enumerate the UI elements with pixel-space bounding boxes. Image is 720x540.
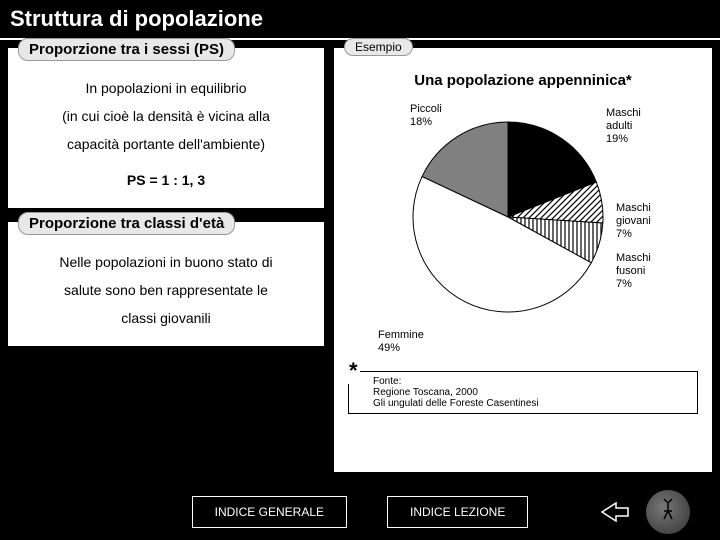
panel-age-classes: Proporzione tra classi d'età Nelle popol… — [6, 220, 326, 348]
text-line: In popolazioni in equilibrio — [22, 74, 310, 102]
page-header: Struttura di popolazione — [0, 0, 720, 40]
text-line: classi giovanili — [22, 304, 310, 332]
pie-chart: Maschiadulti19% Maschigiovani7% Maschifuso… — [348, 97, 698, 367]
example-tag: Esempio — [344, 38, 413, 56]
text-line: salute sono ben rappresentate le — [22, 276, 310, 304]
pie-label: Piccoli18% — [410, 103, 442, 129]
pie-label: Maschiadulti19% — [606, 107, 641, 147]
deer-logo-icon — [646, 490, 690, 534]
footnote-line: Gli ungulati delle Foreste Casentinesi — [373, 398, 691, 409]
pie-label: Maschigiovani7% — [616, 202, 651, 242]
chart-title: Una popolazione appenninica* — [348, 72, 698, 89]
page-title: Struttura di popolazione — [10, 6, 263, 31]
footnote-line: Fonte: — [373, 376, 691, 387]
text-line: capacità portante dell'ambiente) — [22, 130, 310, 158]
panel-sex-ratio: Proporzione tra i sessi (PS) In popolazi… — [6, 46, 326, 210]
footnote-box: * Fonte: Regione Toscana, 2000 Gli ungul… — [348, 371, 698, 414]
pie-svg — [408, 117, 608, 317]
footer: INDICE GENERALE INDICE LEZIONE — [0, 484, 720, 540]
back-arrow-icon[interactable] — [600, 501, 630, 523]
index-lesson-button[interactable]: INDICE LEZIONE — [387, 496, 528, 528]
footnote-line: Regione Toscana, 2000 — [373, 387, 691, 398]
pie-label: Maschifusoni7% — [616, 252, 651, 292]
panel-title: Proporzione tra classi d'età — [18, 212, 235, 235]
footnote-star: * — [347, 358, 360, 384]
pie-label: Femmine49% — [378, 329, 424, 355]
panel-title: Proporzione tra i sessi (PS) — [18, 38, 235, 61]
right-column: Esempio Una popolazione appenninica* — [332, 46, 714, 474]
text-line: Nelle popolazioni in buono stato di — [22, 248, 310, 276]
panel-body: Nelle popolazioni in buono stato di salu… — [22, 248, 310, 332]
text-line: (in cui cioè la densità è vicina alla — [22, 102, 310, 130]
panel-body: In popolazioni in equilibrio (in cui cio… — [22, 74, 310, 194]
left-column: Proporzione tra i sessi (PS) In popolazi… — [6, 46, 326, 474]
panel-example: Esempio Una popolazione appenninica* — [332, 46, 714, 474]
main-area: Proporzione tra i sessi (PS) In popolazi… — [0, 40, 720, 480]
ps-value: PS = 1 : 1, 3 — [22, 166, 310, 194]
index-general-button[interactable]: INDICE GENERALE — [192, 496, 347, 528]
